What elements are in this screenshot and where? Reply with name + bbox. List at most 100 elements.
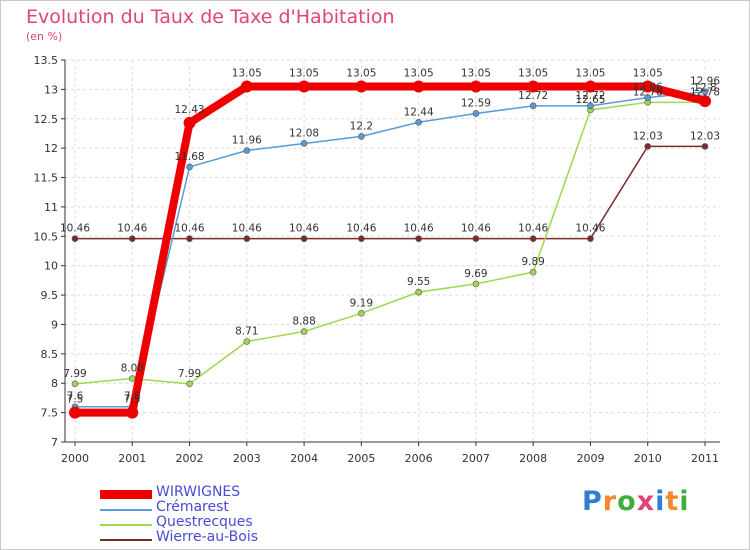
data-label-wirwignes: 13.05 (346, 67, 376, 79)
data-label-questrecques: 7.99 (63, 368, 86, 380)
data-label-cremarest: 12.72 (518, 90, 548, 102)
data-point-questrecques (472, 280, 480, 288)
data-point-wirwignes (69, 406, 81, 419)
x-tick-label: 2009 (576, 452, 604, 465)
data-label-wirwignes: 13.05 (633, 67, 663, 79)
data-point-cremarest (701, 88, 709, 96)
legend-swatch-wirwignes (100, 490, 152, 499)
legend-label: Questrecques (156, 514, 253, 530)
data-point-wirwignes (469, 80, 482, 93)
data-point-wierre-au-bois (644, 143, 652, 150)
data-point-wierre-au-bois (587, 235, 594, 242)
legend-swatch-questrecques (100, 524, 152, 526)
y-tick-label: 10.5 (34, 230, 59, 243)
data-label-wierre-au-bois: 12.03 (633, 130, 663, 142)
data-point-wirwignes (699, 95, 711, 108)
data-point-cremarest (415, 118, 422, 126)
x-tick-label: 2004 (290, 452, 318, 465)
data-point-cremarest (529, 102, 537, 110)
data-label-wierre-au-bois: 10.46 (117, 223, 147, 235)
data-label-wierre-au-bois: 10.46 (175, 223, 205, 235)
legend-item-wierre-au-bois: Wierre-au-Bois (100, 529, 360, 546)
series-line-questrecques (74, 101, 705, 385)
data-label-questrecques: 8.08 (121, 363, 144, 375)
y-tick-label: 7.5 (41, 407, 59, 420)
chart-unit-label: (en %) (26, 30, 63, 43)
x-tick-label: 2002 (176, 452, 204, 465)
data-label-cremarest: 12.44 (404, 106, 434, 118)
data-label-questrecques: 12.65 (575, 94, 605, 106)
data-label-questrecques: 9.19 (350, 297, 373, 309)
legend-item-wirwignes: WIRWIGNES (100, 484, 360, 501)
x-tick-label: 2010 (634, 452, 662, 465)
data-label-cremarest: 12.2 (350, 120, 373, 132)
data-point-wierre-au-bois (529, 235, 537, 242)
data-point-cremarest (300, 140, 308, 147)
data-point-cremarest (186, 163, 193, 171)
data-point-wirwignes (527, 80, 540, 93)
data-point-wierre-au-bois (472, 235, 480, 242)
data-label-questrecques: 7.99 (178, 368, 201, 380)
y-tick-label: 13 (44, 83, 58, 96)
data-label-wierre-au-bois: 10.46 (346, 223, 376, 235)
data-point-wirwignes (584, 80, 597, 93)
data-label-wirwignes: 13.05 (404, 67, 434, 79)
y-tick-label: 13.5 (34, 54, 59, 67)
data-label-wirwignes: 13.05 (461, 67, 491, 79)
legend-label: Wierre-au-Bois (156, 529, 259, 545)
y-tick-label: 12.5 (34, 113, 59, 126)
data-point-wierre-au-bois (701, 143, 709, 150)
data-label-questrecques: 12.78 (690, 86, 720, 98)
data-point-wierre-au-bois (300, 235, 308, 242)
y-tick-label: 8.5 (41, 348, 59, 361)
x-tick-label: 2005 (347, 452, 375, 465)
data-label-questrecques: 9.69 (464, 268, 487, 280)
data-label-cremarest: 11.96 (232, 135, 262, 147)
data-point-wirwignes (298, 80, 311, 93)
data-point-wierre-au-bois (243, 235, 251, 242)
data-point-wierre-au-bois (128, 235, 136, 242)
series-line-wirwignes (71, 82, 709, 417)
data-label-wierre-au-bois: 10.46 (461, 223, 491, 235)
x-tick-label: 2006 (405, 452, 433, 465)
data-label-wirwignes: 7.5 (67, 394, 84, 406)
x-tick-label: 2011 (691, 452, 719, 465)
data-point-questrecques (300, 328, 308, 335)
data-label-wirwignes: 13.05 (289, 67, 319, 79)
data-point-wierre-au-bois (415, 235, 422, 242)
legend-item-questrecques: Questrecques (100, 514, 360, 531)
logo-letter: o (617, 486, 637, 517)
data-label-cremarest: 12.96 (690, 76, 720, 88)
data-label-questrecques: 8.71 (235, 326, 258, 338)
data-label-questrecques: 9.55 (407, 276, 430, 288)
data-label-cremarest: 11.68 (175, 151, 205, 163)
data-label-wirwignes: 12.8 (693, 82, 716, 94)
data-point-questrecques (128, 375, 136, 382)
data-label-questrecques: 12.78 (633, 86, 663, 98)
logo-letter: t (665, 486, 680, 517)
data-point-wirwignes (641, 80, 654, 93)
proxiti-logo: Proxiti (582, 486, 690, 517)
data-point-wirwignes (240, 80, 253, 93)
series-line-wierre-au-bois (75, 145, 705, 240)
logo-letter: i (679, 486, 690, 517)
data-point-questrecques (358, 309, 365, 317)
legend-swatch-wierre-au-bois (100, 539, 152, 541)
data-label-wirwignes: 13.05 (575, 67, 605, 79)
data-label-cremarest: 12.08 (289, 127, 319, 139)
data-label-wierre-au-bois: 10.46 (575, 223, 605, 235)
y-tick-label: 7 (51, 436, 58, 449)
data-label-questrecques: 9.89 (521, 256, 544, 268)
y-tick-label: 9.5 (41, 289, 59, 302)
plot-area (65, 60, 720, 442)
data-point-questrecques (186, 380, 193, 388)
data-point-questrecques (243, 338, 251, 345)
legend-swatch-cremarest (100, 509, 152, 511)
data-label-wierre-au-bois: 10.46 (232, 223, 262, 235)
x-tick-label: 2007 (462, 452, 490, 465)
data-label-questrecques: 8.88 (292, 316, 315, 328)
x-tick-label: 2000 (61, 452, 89, 465)
data-label-cremarest: 7.6 (67, 391, 84, 403)
logo-letter: r (602, 486, 618, 517)
